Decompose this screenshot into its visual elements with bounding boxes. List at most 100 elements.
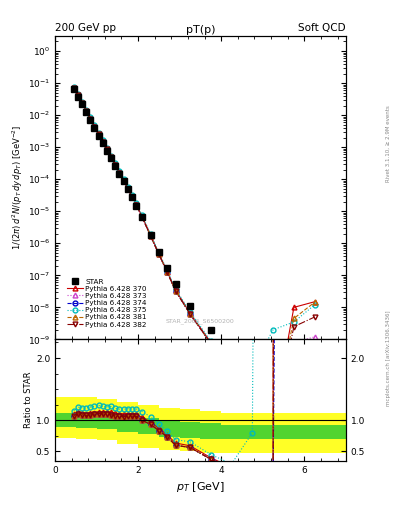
Pythia 6.428 375 [109,153,114,159]
Pythia 6.428 373 [92,123,97,130]
STAR [105,147,109,154]
Pythia 6.428 370 [96,131,101,137]
Pythia 6.428 382 [80,100,84,106]
Pythia 6.428 382 [148,233,153,239]
Pythia 6.428 375 [88,114,93,120]
STAR [148,232,153,238]
Pythia 6.428 370 [156,250,161,257]
Pythia 6.428 373 [113,162,118,168]
Pythia 6.428 374 [140,214,145,220]
Pythia 6.428 382 [188,311,193,317]
Y-axis label: Ratio to STAR: Ratio to STAR [24,372,33,429]
Pythia 6.428 381 [173,288,178,294]
Pythia 6.428 374 [101,139,105,145]
STAR [250,362,255,369]
Pythia 6.428 374 [165,269,169,275]
Pythia 6.428 382 [208,340,213,347]
Pythia 6.428 375 [271,327,275,333]
Pythia 6.428 375 [140,212,145,219]
Pythia 6.428 373 [88,116,93,122]
Pythia 6.428 374 [312,339,317,346]
Pythia 6.428 374 [156,251,161,257]
Pythia 6.428 382 [165,269,169,275]
Text: STAR_2006_S6500200: STAR_2006_S6500200 [166,318,235,324]
Pythia 6.428 370 [312,298,317,305]
Pythia 6.428 373 [156,251,161,257]
Pythia 6.428 374 [109,154,114,160]
STAR [75,94,80,100]
Pythia 6.428 381 [148,233,153,239]
Pythia 6.428 373 [72,85,76,91]
Line: Pythia 6.428 373: Pythia 6.428 373 [71,86,317,416]
Pythia 6.428 382 [173,288,178,294]
Pythia 6.428 382 [109,154,114,160]
Pythia 6.428 382 [75,92,80,98]
X-axis label: $p_T$ [GeV]: $p_T$ [GeV] [176,480,225,494]
STAR [140,214,145,220]
Pythia 6.428 370 [75,92,80,98]
Text: Rivet 3.1.10, ≥ 2.9M events: Rivet 3.1.10, ≥ 2.9M events [386,105,391,182]
Pythia 6.428 382 [72,85,76,91]
Pythia 6.428 374 [96,131,101,137]
Pythia 6.428 370 [130,193,134,199]
STAR [113,163,118,169]
Pythia 6.428 373 [173,288,178,294]
Pythia 6.428 382 [121,178,126,184]
STAR [125,186,130,193]
Pythia 6.428 381 [84,108,88,114]
STAR [292,398,296,404]
STAR [173,281,178,287]
Pythia 6.428 373 [208,340,213,347]
Pythia 6.428 374 [92,123,97,130]
Pythia 6.428 382 [117,169,122,176]
Pythia 6.428 382 [134,202,138,208]
Pythia 6.428 374 [173,288,178,294]
Line: Pythia 6.428 370: Pythia 6.428 370 [71,86,317,422]
Pythia 6.428 375 [134,200,138,206]
Pythia 6.428 370 [140,214,145,220]
Pythia 6.428 374 [88,116,93,122]
STAR [121,178,126,184]
Pythia 6.428 373 [312,334,317,340]
Pythia 6.428 375 [117,168,122,175]
Pythia 6.428 381 [156,251,161,257]
Pythia 6.428 381 [125,185,130,191]
Pythia 6.428 381 [130,194,134,200]
Pythia 6.428 375 [75,91,80,97]
Pythia 6.428 375 [229,362,234,369]
Line: Pythia 6.428 375: Pythia 6.428 375 [71,84,317,371]
Line: STAR: STAR [71,86,318,416]
Pythia 6.428 373 [250,392,255,398]
Pythia 6.428 381 [113,162,118,168]
Pythia 6.428 373 [134,202,138,208]
STAR [165,265,169,271]
Pythia 6.428 382 [101,139,105,145]
Pythia 6.428 381 [134,202,138,208]
Pythia 6.428 375 [80,98,84,104]
Pythia 6.428 381 [188,311,193,317]
Pythia 6.428 373 [109,154,114,160]
Pythia 6.428 373 [125,185,130,191]
Legend: STAR, Pythia 6.428 370, Pythia 6.428 373, Pythia 6.428 374, Pythia 6.428 375, Py: STAR, Pythia 6.428 370, Pythia 6.428 373… [64,276,149,330]
Pythia 6.428 374 [121,178,126,184]
Line: Pythia 6.428 374: Pythia 6.428 374 [71,86,317,428]
Pythia 6.428 374 [75,92,80,98]
Pythia 6.428 370 [208,339,213,346]
Pythia 6.428 382 [156,251,161,257]
Pythia 6.428 373 [121,178,126,184]
Pythia 6.428 374 [113,162,118,168]
STAR [109,155,114,161]
Pythia 6.428 374 [84,108,88,114]
Pythia 6.428 370 [292,304,296,310]
Pythia 6.428 375 [148,231,153,238]
Pythia 6.428 374 [208,340,213,347]
Pythia 6.428 374 [80,100,84,106]
Text: 200 GeV pp: 200 GeV pp [55,23,116,33]
Line: Pythia 6.428 381: Pythia 6.428 381 [71,86,317,422]
Pythia 6.428 370 [101,138,105,144]
Pythia 6.428 370 [121,177,126,183]
Pythia 6.428 374 [188,311,193,317]
Pythia 6.428 381 [80,100,84,106]
Pythia 6.428 373 [84,108,88,114]
Pythia 6.428 375 [130,192,134,198]
